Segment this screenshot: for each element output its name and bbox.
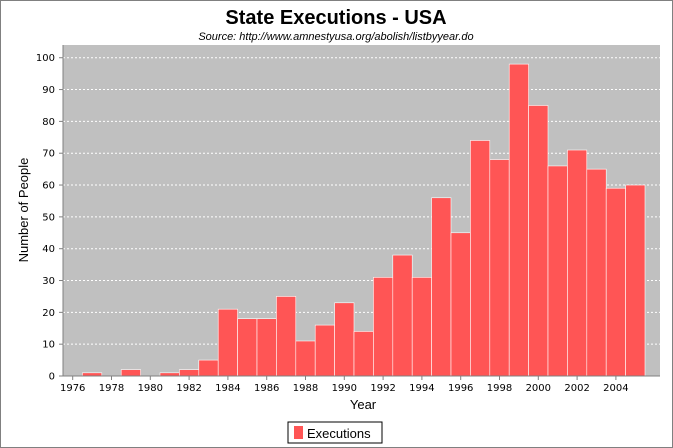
bar-1982: [179, 369, 200, 377]
y-tick-label: 30: [42, 276, 55, 287]
bar-1984: [217, 308, 238, 377]
bar-1995: [431, 197, 452, 377]
x-axis-ticks: 1976 1978 1980 1982 1984 1986 1988 1990 1992 1994…: [60, 376, 629, 394]
x-axis-label: Year: [350, 397, 377, 412]
x-tick-label: 1986: [254, 383, 279, 394]
y-tick-label: 40: [42, 244, 55, 255]
y-tick-label: 90: [42, 85, 55, 96]
bar-2004: [605, 187, 626, 377]
bar-1993: [392, 254, 413, 377]
bar-1990: [334, 302, 355, 377]
bar-2002: [567, 149, 588, 377]
y-tick-label: 60: [42, 181, 55, 192]
x-tick-label: 2000: [526, 383, 551, 394]
x-tick-label: 2002: [564, 383, 589, 394]
chart-subtitle: Source: http://www.amnestyusa.org/abolis…: [198, 31, 473, 43]
bar-1996: [450, 232, 471, 377]
x-tick-label: 1998: [487, 383, 512, 394]
legend-box: [287, 421, 383, 444]
x-tick-label: 2004: [603, 383, 628, 394]
y-tick-label: 70: [42, 149, 55, 160]
bar-1998: [489, 159, 510, 377]
bar-2000: [528, 105, 549, 377]
y-tick-label: 10: [42, 340, 55, 351]
bars: [82, 63, 646, 377]
legend-label-executions: Executions: [307, 426, 371, 441]
y-tick-label: 100: [36, 53, 55, 64]
chart-title: State Executions - USA: [225, 7, 446, 29]
bar-1997: [470, 140, 491, 377]
x-tick-label: 1978: [99, 383, 124, 394]
x-tick-label: 1992: [370, 383, 395, 394]
y-axis-ticks: 0 10 20 30 40 50 60 70 80 90 100: [36, 53, 63, 383]
bar-1983: [198, 359, 219, 377]
bar-2001: [547, 165, 568, 377]
y-tick-label: 20: [42, 308, 55, 319]
bar-1992: [373, 277, 394, 377]
bar-1985: [237, 318, 258, 377]
legend: Executions: [287, 421, 383, 444]
x-tick-label: 1996: [448, 383, 473, 394]
legend-swatch-executions: [294, 426, 303, 439]
bar-1979: [120, 369, 141, 377]
bar-2003: [586, 168, 607, 377]
bar-2005: [625, 184, 646, 377]
bar-1988: [295, 340, 316, 377]
x-tick-label: 1988: [293, 383, 318, 394]
x-tick-label: 1976: [60, 383, 85, 394]
y-tick-label: 50: [42, 212, 55, 223]
y-tick-label: 0: [49, 372, 55, 383]
x-tick-label: 1994: [409, 383, 434, 394]
y-axis-label: Number of People: [16, 158, 31, 263]
bar-1991: [353, 331, 374, 377]
x-tick-label: 1984: [215, 383, 240, 394]
x-tick-label: 1990: [332, 383, 357, 394]
bar-1987: [276, 296, 297, 377]
y-tick-label: 80: [42, 117, 55, 128]
bar-1999: [508, 63, 529, 377]
bar-1989: [314, 324, 335, 377]
bar-1994: [411, 277, 432, 377]
bar-1986: [256, 318, 277, 377]
x-tick-label: 1982: [176, 383, 201, 394]
x-tick-label: 1980: [138, 383, 163, 394]
